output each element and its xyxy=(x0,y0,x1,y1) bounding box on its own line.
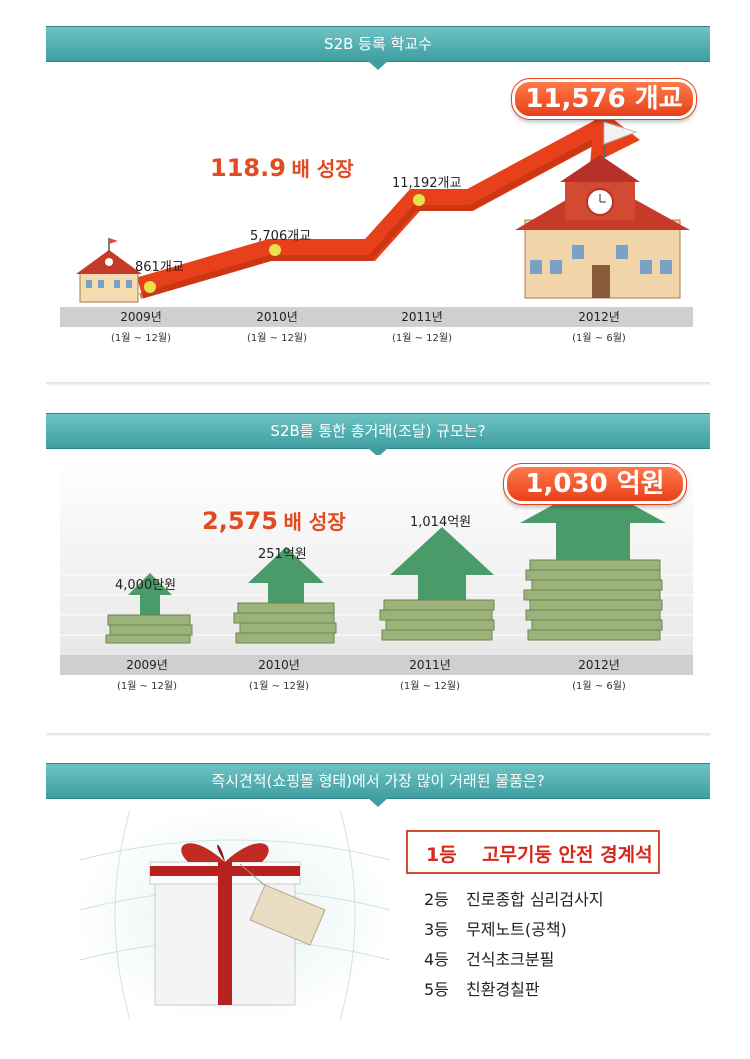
growth-ribbon-shade xyxy=(139,135,602,299)
year-2011: 2011년 (1월 ~ 12월) xyxy=(399,658,461,692)
section1-label-2009: 861개교 xyxy=(135,260,184,275)
year-2010: 2010년 (1월 ~ 12월) xyxy=(246,310,308,344)
arrow-2010 xyxy=(248,547,324,605)
gift-bow xyxy=(181,843,269,862)
data-point xyxy=(413,194,425,206)
rank-item: 2등 진로종합 심리검사지 xyxy=(424,890,604,909)
year-2011: 2011년 (1월 ~ 12월) xyxy=(391,310,453,344)
year-2010: 2010년 (1월 ~ 12월) xyxy=(248,658,310,692)
section2-total-badge: 1,030 억원 xyxy=(503,463,687,505)
section1-total-badge: 11,576 개교 xyxy=(511,78,697,120)
section1-divider xyxy=(46,382,710,386)
year-2009: 2009년 (1월 ~ 12월) xyxy=(110,310,172,344)
section1-growth: 118.9 배 성장 xyxy=(210,154,354,182)
small-school-icon xyxy=(76,238,142,303)
large-school-icon xyxy=(515,120,690,299)
banner-notch xyxy=(368,61,388,70)
school-growth-graphic xyxy=(76,105,690,303)
gift-box-graphic xyxy=(75,805,395,1025)
arrow-2011 xyxy=(390,527,494,600)
transaction-growth-graphic xyxy=(60,455,693,655)
section1-label-2011: 11,192개교 xyxy=(392,176,462,191)
data-point xyxy=(269,244,281,256)
section2-growth: 2,575 배 성장 xyxy=(202,507,346,535)
section2-banner: S2B를 통한 총거래(조달) 규모는? xyxy=(46,413,710,457)
section1-title: S2B 등록 학교수 xyxy=(324,35,432,53)
rank-1-box: 1등 고무기둥 안전 경계석 xyxy=(406,830,660,874)
rank-1-item: 고무기둥 안전 경계석 xyxy=(482,844,653,866)
rank-item: 4등 건식초크분필 xyxy=(424,950,555,969)
rank-1-label: 1등 xyxy=(426,844,457,866)
gift-tag xyxy=(249,884,326,946)
money-stack-2011 xyxy=(379,599,495,641)
section2-label-2011: 1,014억원 xyxy=(410,515,472,530)
section1-label-2010: 5,706개교 xyxy=(250,229,312,244)
section1-banner: S2B 등록 학교수 xyxy=(46,26,710,70)
section2-divider xyxy=(46,733,710,737)
section1-year-bar xyxy=(60,307,693,327)
banner-notch xyxy=(368,798,388,807)
section3-banner: 즉시견적(쇼핑몰 형태)에서 가장 많이 거래된 물품은? xyxy=(46,763,710,807)
year-2012: 2012년 (1월 ~ 6월) xyxy=(572,310,626,344)
growth-ribbon xyxy=(136,120,606,299)
section2-title: S2B를 통한 총거래(조달) 규모는? xyxy=(270,422,486,440)
money-stack-2012 xyxy=(523,559,663,641)
data-point xyxy=(144,281,156,293)
year-2012: 2012년 (1월 ~ 6월) xyxy=(572,658,626,692)
year-2009: 2009년 (1월 ~ 12월) xyxy=(116,658,178,692)
section2-label-2010: 251억원 xyxy=(258,547,307,562)
rank-item: 3등 무제노트(공책) xyxy=(424,920,567,939)
rank-item: 5등 친환경칠판 xyxy=(424,980,540,999)
gift-ribbon-horizontal xyxy=(150,866,300,876)
section2-year-bar xyxy=(60,655,693,675)
arrow-2009 xyxy=(128,573,172,615)
gift-ribbon-vertical xyxy=(218,862,232,1005)
banner-notch xyxy=(368,448,388,457)
money-stack-2010 xyxy=(233,602,337,644)
section3-title: 즉시견적(쇼핑몰 형태)에서 가장 많이 거래된 물품은? xyxy=(211,772,545,790)
money-stack-2009 xyxy=(105,614,193,644)
section2-label-2009: 4,000만원 xyxy=(115,578,177,593)
